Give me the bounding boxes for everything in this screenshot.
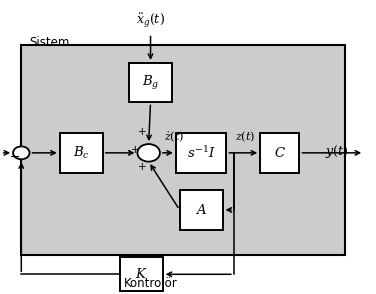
Text: Sistem: Sistem [29, 36, 69, 49]
Text: $z(t)$: $z(t)$ [235, 130, 255, 144]
Text: +: + [130, 145, 139, 155]
Text: $B_g$: $B_g$ [142, 74, 159, 92]
Text: +: + [138, 127, 147, 137]
Text: $A$: $A$ [195, 203, 207, 217]
Bar [176, 133, 226, 173]
Text: $\dot{z}(t)$: $\dot{z}(t)$ [164, 130, 184, 144]
Text: Kontrolör: Kontrolör [124, 277, 177, 290]
Bar [21, 45, 345, 255]
Bar [120, 258, 163, 291]
Text: $K$: $K$ [135, 267, 147, 281]
Text: $y(t)$: $y(t)$ [325, 143, 348, 160]
Bar [60, 133, 103, 173]
Bar [129, 63, 172, 102]
Text: $B_c$: $B_c$ [73, 145, 90, 161]
Circle shape [13, 146, 30, 159]
Text: $\ddot{x}_g(t)$: $\ddot{x}_g(t)$ [136, 12, 165, 30]
Text: +: + [138, 163, 147, 173]
Text: −: − [10, 151, 20, 164]
Circle shape [137, 144, 160, 162]
Text: $C$: $C$ [274, 146, 286, 160]
Bar [260, 133, 299, 173]
Bar [180, 190, 223, 230]
Text: $s^{-1}I$: $s^{-1}I$ [187, 145, 215, 161]
